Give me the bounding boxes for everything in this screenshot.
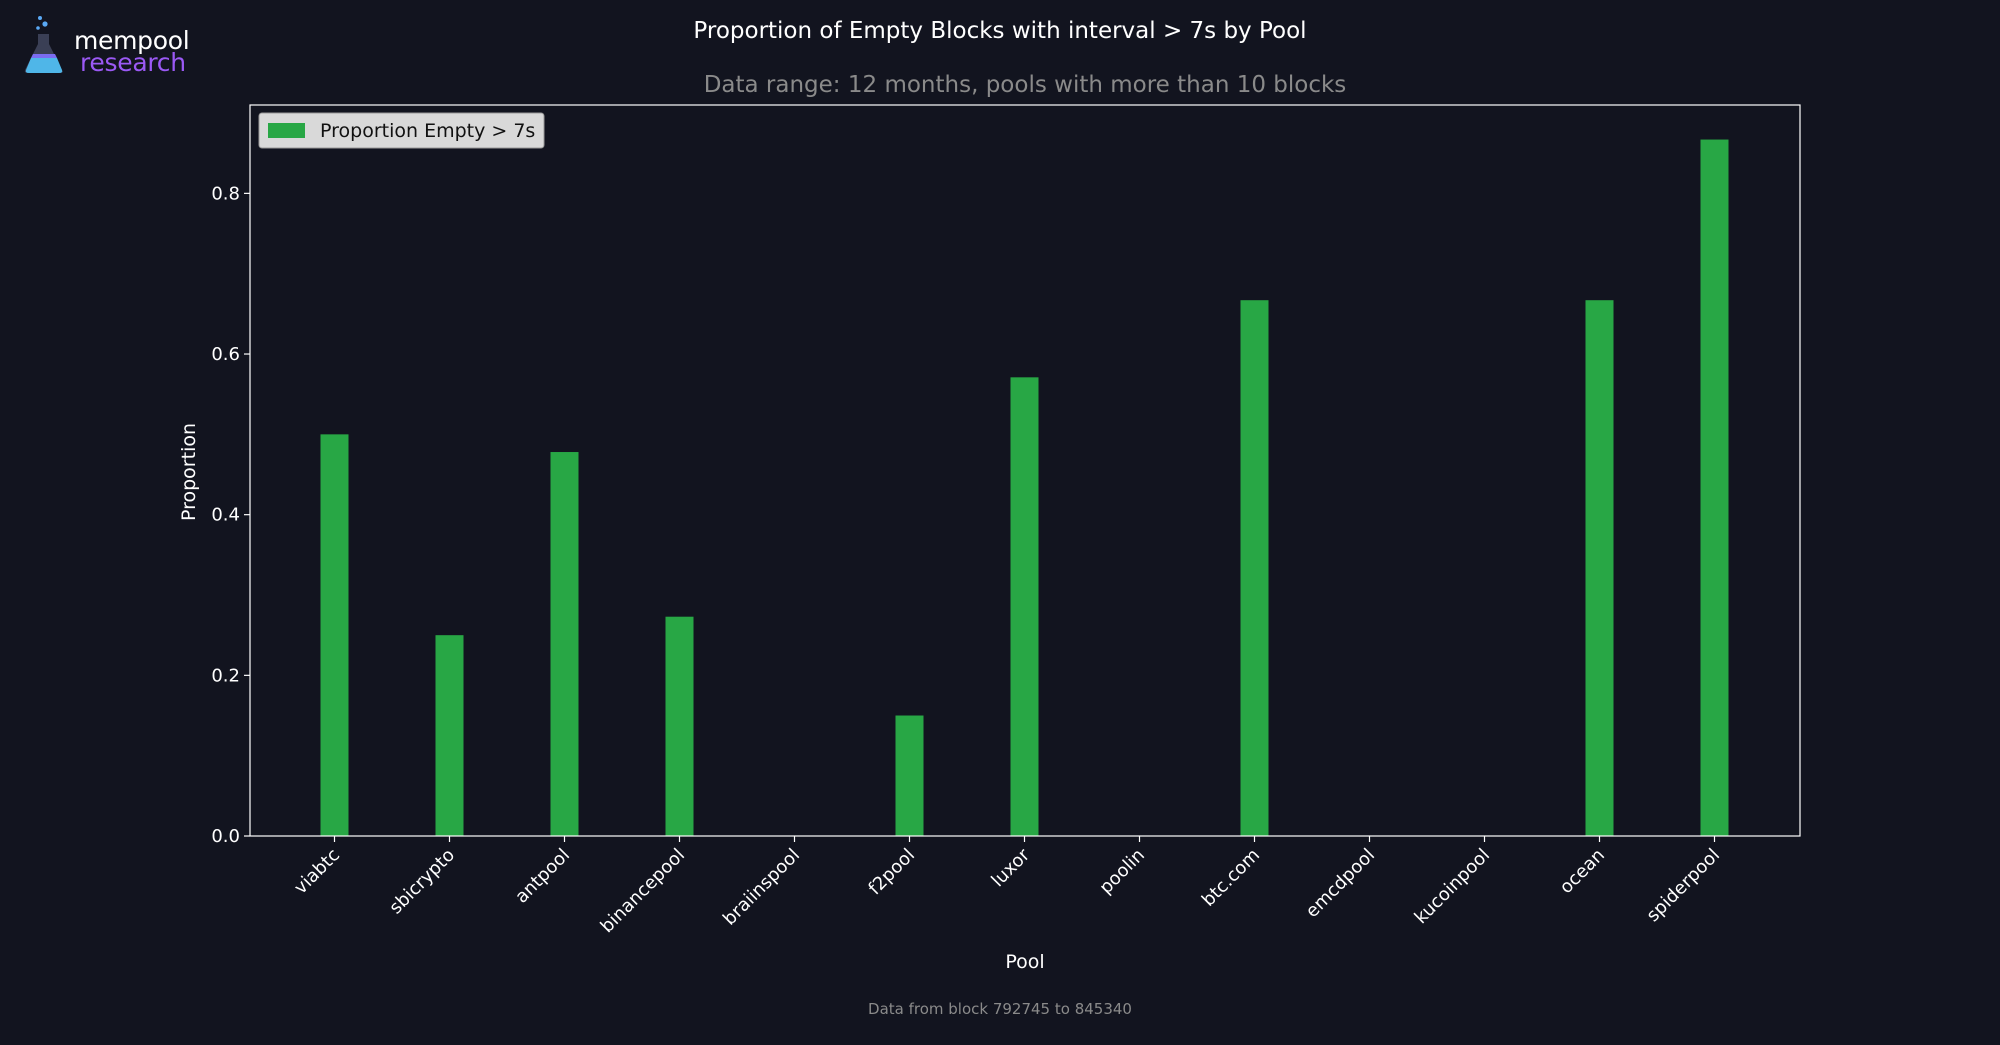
plot-frame (249, 104, 1801, 837)
x-tick-label: ocean (1556, 845, 1609, 898)
bar-luxor (1010, 377, 1039, 836)
legend-label: Proportion Empty > 7s (320, 120, 535, 142)
bar-ocean (1585, 300, 1614, 836)
x-tick-label: f2pool (864, 845, 919, 900)
y-tick-label: 0.6 (211, 344, 240, 365)
x-tick-label: braiinspool (719, 845, 804, 930)
y-tick-label: 0.2 (211, 665, 240, 686)
y-axis-label: Proportion (178, 423, 200, 521)
x-tick-label: sbicrypto (385, 845, 459, 919)
y-tick-label: 0.0 (211, 826, 240, 847)
x-tick-label: emcdpool (1302, 845, 1379, 922)
mempool-research-logo: mempool research (22, 14, 192, 77)
chart-subtitle: Data range: 12 months, pools with more t… (704, 72, 1347, 98)
legend-swatch (268, 123, 305, 138)
y-tick-label: 0.8 (211, 183, 240, 204)
bar-btc-com (1240, 300, 1269, 836)
bar-binancepool (665, 616, 694, 836)
bar-f2pool (895, 715, 924, 836)
x-tick-label: binancepool (597, 845, 689, 937)
bar-antpool (550, 452, 579, 836)
x-tick-label: spiderpool (1643, 845, 1724, 926)
x-tick-label: antpool (511, 845, 574, 908)
chart-title: Proportion of Empty Blocks with interval… (693, 18, 1306, 44)
x-tick-label: btc.com (1198, 845, 1264, 911)
bar-sbicrypto (435, 635, 464, 836)
legend-box (258, 112, 545, 149)
x-axis-label: Pool (1005, 951, 1044, 973)
bar-spiderpool (1700, 139, 1729, 837)
x-tick-label: poolin (1095, 845, 1149, 899)
x-tick-label: luxor (987, 844, 1034, 891)
plot-area: viabtc sbicrypto antpool binancepool braiins… (211, 104, 1801, 937)
logo-word-research: research (80, 48, 186, 77)
x-tick-label: viabtc (290, 845, 344, 899)
x-tick-label: kucoinpool (1411, 845, 1494, 928)
logo-word-mempool: mempool (74, 26, 190, 55)
flask-icon (24, 16, 63, 73)
footer-note: Data from block 792745 to 845340 (868, 1000, 1132, 1018)
bar-viabtc (320, 434, 349, 836)
y-tick-label: 0.4 (211, 505, 240, 526)
legend: Proportion Empty > 7s (258, 112, 545, 149)
